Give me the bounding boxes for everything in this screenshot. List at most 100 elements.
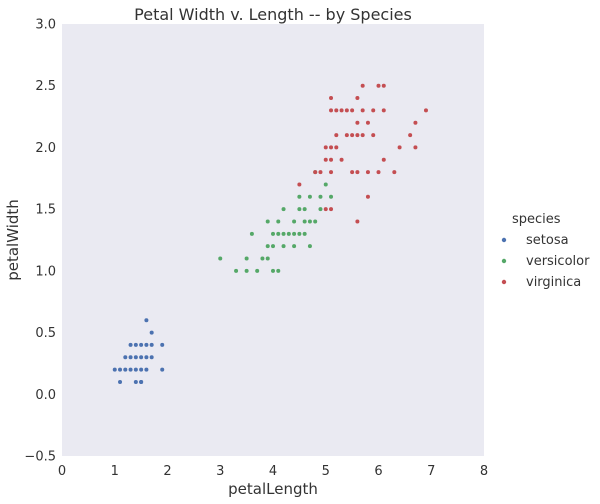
versicolor-point <box>318 207 323 212</box>
legend-marker-virginica <box>501 279 507 285</box>
versicolor-point <box>302 219 307 224</box>
virginica-point <box>355 219 360 224</box>
virginica-point <box>334 108 339 113</box>
x-axis: 0 1 2 3 4 5 6 7 8 <box>58 464 488 479</box>
setosa-point <box>144 355 149 360</box>
virginica-point <box>339 108 344 113</box>
legend-label-virginica: virginica <box>526 275 581 290</box>
virginica-point <box>381 157 386 162</box>
virginica-point <box>392 170 397 175</box>
virginica-point <box>355 133 360 138</box>
setosa-point <box>128 342 133 347</box>
plot-background <box>62 24 484 456</box>
versicolor-point <box>329 194 334 199</box>
setosa-point <box>149 342 154 347</box>
virginica-point <box>413 145 418 150</box>
legend-label-versicolor: versicolor <box>526 254 590 269</box>
y-axis: −0.5 0.0 0.5 1.0 1.5 2.0 2.5 3.0 <box>24 18 56 465</box>
setosa-point <box>128 355 133 360</box>
virginica-point <box>350 170 355 175</box>
setosa-point <box>139 367 144 372</box>
virginica-point <box>350 108 355 113</box>
versicolor-point <box>323 182 328 187</box>
setosa-point <box>112 367 117 372</box>
y-tick-label: 0.5 <box>35 326 56 341</box>
virginica-point <box>350 133 355 138</box>
setosa-point <box>144 342 149 347</box>
x-tick-label: 0 <box>58 464 66 479</box>
legend-marker-setosa <box>501 237 507 243</box>
virginica-point <box>329 96 334 101</box>
virginica-point <box>329 170 334 175</box>
versicolor-point <box>292 244 297 249</box>
versicolor-point <box>297 194 302 199</box>
setosa-point <box>149 330 154 335</box>
virginica-point <box>371 133 376 138</box>
virginica-point <box>371 108 376 113</box>
versicolor-point <box>265 219 270 224</box>
y-tick-label: 0.0 <box>35 388 56 403</box>
setosa-point <box>118 367 123 372</box>
virginica-point <box>329 108 334 113</box>
versicolor-point <box>297 207 302 212</box>
versicolor-point <box>271 231 275 236</box>
versicolor-point <box>265 244 270 249</box>
versicolor-point <box>255 268 260 273</box>
versicolor-point <box>265 256 270 261</box>
setosa-point <box>133 342 138 347</box>
versicolor-point <box>281 244 286 249</box>
virginica-point <box>318 170 323 175</box>
versicolor-point <box>281 231 286 236</box>
versicolor-point <box>292 231 297 236</box>
versicolor-point <box>271 268 275 273</box>
legend-marker-versicolor <box>501 258 507 264</box>
x-tick-label: 1 <box>111 464 119 479</box>
setosa-point <box>133 379 138 384</box>
versicolor-point <box>307 194 312 199</box>
versicolor-point <box>271 244 275 249</box>
setosa-point <box>139 355 144 360</box>
virginica-point <box>381 83 386 88</box>
y-axis-label: petalWidth <box>4 199 22 281</box>
versicolor-point <box>307 219 312 224</box>
versicolor-point <box>244 268 249 273</box>
versicolor-point <box>302 231 307 236</box>
versicolor-point <box>297 231 302 236</box>
virginica-point <box>323 157 328 162</box>
chart-title: Petal Width v. Length -- by Species <box>134 5 412 24</box>
versicolor-point <box>218 256 223 261</box>
setosa-point <box>139 342 144 347</box>
y-tick-label: −0.5 <box>24 450 56 465</box>
setosa-point <box>160 342 165 347</box>
setosa-point <box>118 379 123 384</box>
setosa-point <box>144 318 149 323</box>
legend-title: species <box>512 212 561 227</box>
virginica-point <box>355 120 360 125</box>
virginica-point <box>408 133 413 138</box>
versicolor-point <box>281 207 286 212</box>
x-tick-label: 7 <box>427 464 435 479</box>
data-points <box>112 83 428 384</box>
setosa-point <box>139 379 144 384</box>
versicolor-point <box>249 231 254 236</box>
virginica-point <box>355 96 360 101</box>
y-tick-label: 1.5 <box>35 203 56 218</box>
setosa-point <box>123 355 128 360</box>
y-tick-label: 2.0 <box>35 141 56 156</box>
virginica-point <box>381 108 386 113</box>
virginica-point <box>360 83 365 88</box>
y-tick-label: 2.5 <box>35 79 56 94</box>
virginica-point <box>423 108 428 113</box>
virginica-point <box>344 108 349 113</box>
y-tick-label: 1.0 <box>35 264 56 279</box>
x-tick-label: 2 <box>163 464 171 479</box>
versicolor-point <box>302 207 307 212</box>
x-tick-label: 4 <box>269 464 277 479</box>
y-tick-label: 3.0 <box>35 18 56 33</box>
setosa-point <box>149 355 154 360</box>
versicolor-point <box>244 256 249 261</box>
virginica-point <box>355 170 360 175</box>
x-tick-label: 8 <box>480 464 488 479</box>
legend: species setosa versicolor virginica <box>501 212 590 290</box>
